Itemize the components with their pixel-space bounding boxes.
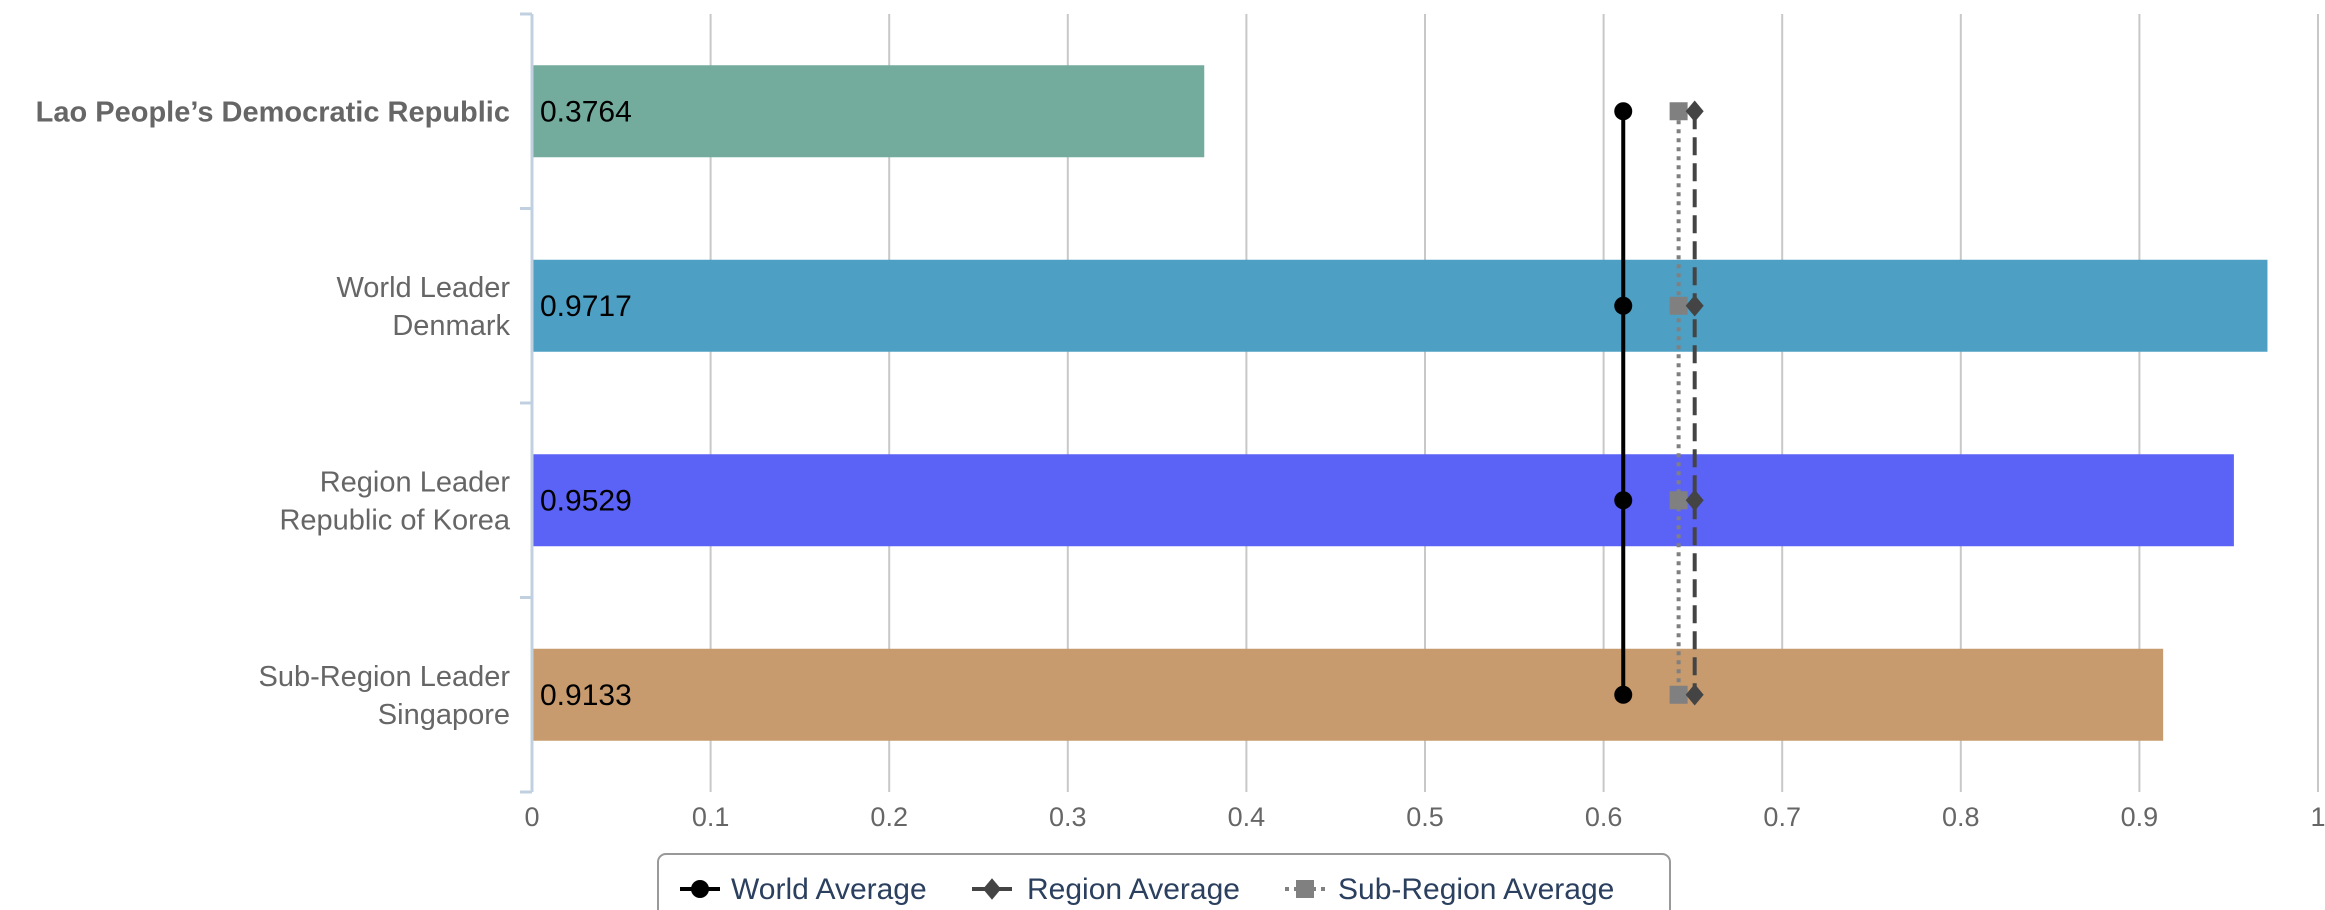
bar-value-label: 0.9529 xyxy=(540,484,632,517)
category-label: Region Leader Republic of Korea xyxy=(279,466,510,536)
axes xyxy=(520,12,534,794)
bar xyxy=(532,454,2234,547)
bar-value-label: 0.9717 xyxy=(540,290,632,323)
legend-marker xyxy=(691,880,709,898)
legend-item-label[interactable]: Region Average xyxy=(1027,873,1240,906)
average-marker xyxy=(1669,102,1688,121)
bar xyxy=(532,648,2164,741)
average-marker xyxy=(1669,685,1688,704)
category-label-line: Lao People’s Democratic Republic xyxy=(36,96,510,128)
category-label-line: Sub-Region Leader xyxy=(258,661,510,693)
category-labels: Lao People’s Democratic Republic World Le… xyxy=(36,96,511,731)
average-series xyxy=(1614,100,1704,706)
category-label: Lao People’s Democratic Republic xyxy=(36,96,510,128)
x-tick-label: 0.5 xyxy=(1406,802,1444,832)
x-tick-label: 0.3 xyxy=(1049,802,1087,832)
bar-value-label: 0.9133 xyxy=(540,679,632,712)
bar xyxy=(532,65,1205,158)
category-label-line: Denmark xyxy=(392,310,510,342)
average-marker xyxy=(1614,102,1633,121)
average-marker xyxy=(1614,296,1633,315)
legend-item-label[interactable]: Sub-Region Average xyxy=(1338,873,1614,906)
x-tick-label: 0.2 xyxy=(870,802,908,832)
x-tick-label: 0 xyxy=(524,802,539,832)
category-label-line: Region Leader xyxy=(320,466,511,498)
legend[interactable]: World Average Region Average Sub-Region Av… xyxy=(657,853,1671,910)
bars xyxy=(532,65,2268,741)
x-tick-label: 0.8 xyxy=(1942,802,1980,832)
x-tick-label: 0.4 xyxy=(1228,802,1266,832)
average-marker xyxy=(1669,491,1688,510)
x-tick-labels: 0 0.1 0.2 0.3 0.4 0.5 0.6 0.7 0.8 0.9 1 xyxy=(524,802,2325,832)
legend-box xyxy=(657,853,1671,910)
x-tick-label: 1 xyxy=(2310,802,2325,832)
average-marker xyxy=(1614,685,1633,704)
average-marker xyxy=(1685,683,1704,706)
bar-value-label: 0.3764 xyxy=(540,95,632,128)
x-tick-label: 0.7 xyxy=(1763,802,1801,832)
average-marker xyxy=(1669,296,1688,315)
category-label: Sub-Region Leader Singapore xyxy=(258,661,510,731)
category-label-line: Singapore xyxy=(378,699,510,731)
legend-item-label[interactable]: World Average xyxy=(731,873,927,906)
category-label-line: World Leader xyxy=(336,272,510,304)
bar-value-labels: 0.3764 0.9717 0.9529 0.9133 xyxy=(540,95,632,712)
category-label-line: Republic of Korea xyxy=(279,504,510,536)
legend-marker xyxy=(983,878,1001,900)
average-marker xyxy=(1685,294,1704,317)
average-marker xyxy=(1614,491,1633,510)
category-label: World Leader Denmark xyxy=(336,272,510,342)
legend-marker xyxy=(1296,880,1314,898)
x-tick-label: 0.6 xyxy=(1585,802,1623,832)
average-marker xyxy=(1685,489,1704,512)
x-tick-label: 0.1 xyxy=(692,802,730,832)
x-tick-label: 0.9 xyxy=(2121,802,2159,832)
bar xyxy=(532,259,2268,352)
average-marker xyxy=(1685,100,1704,123)
